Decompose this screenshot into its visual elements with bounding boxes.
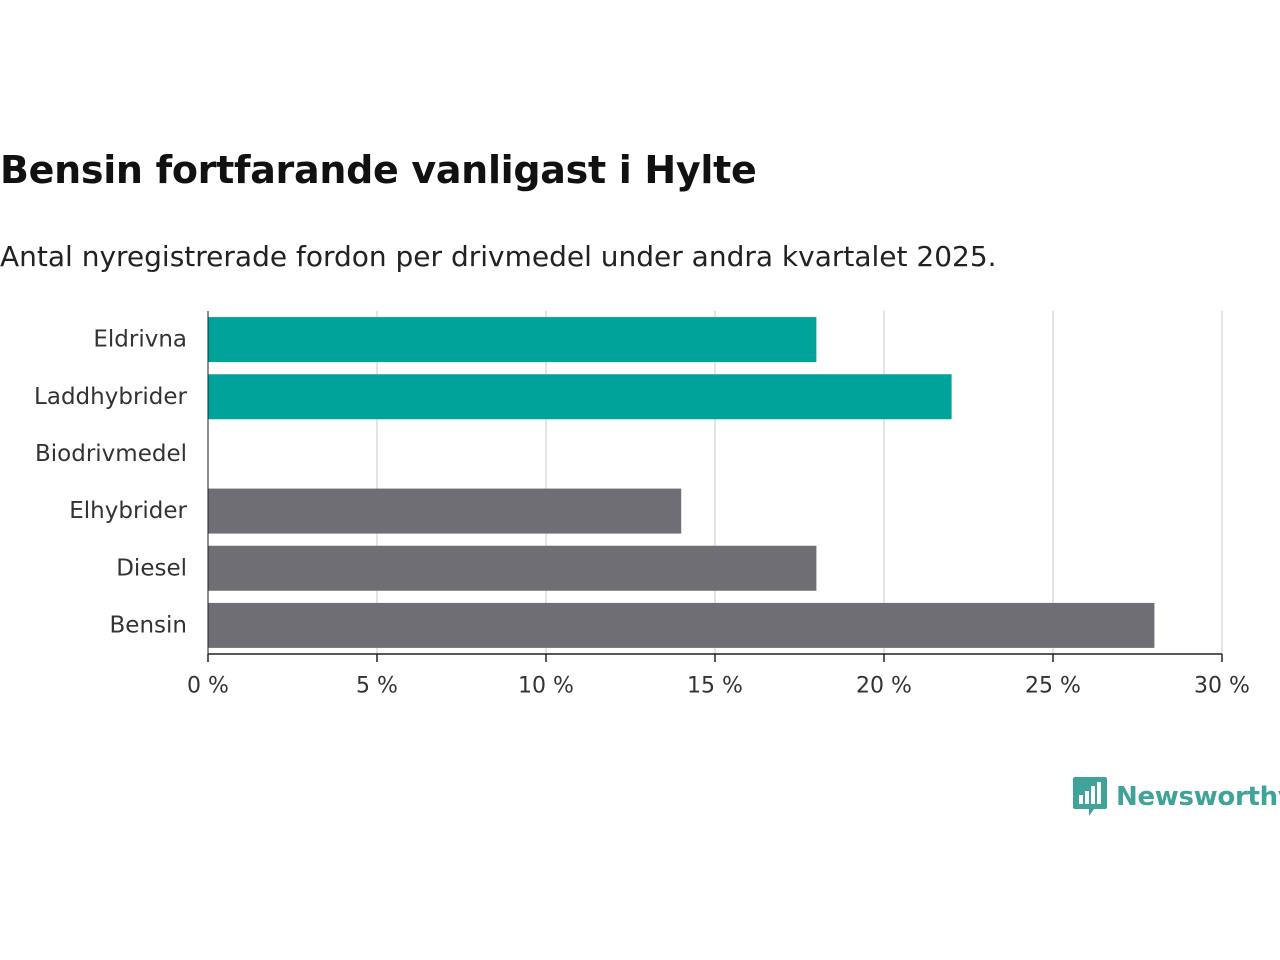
category-labels: Eldrivna Laddhybrider Biodrivmedel Elhybrid…	[34, 327, 187, 639]
x-tick-label: 30 %	[1194, 674, 1250, 699]
x-tick-label: 5 %	[356, 674, 398, 699]
category-label: Diesel	[116, 555, 187, 581]
x-tick-label: 20 %	[856, 674, 912, 699]
gridlines	[376, 311, 1223, 654]
category-label: Eldrivna	[93, 327, 187, 353]
x-tick-label: 15 %	[687, 674, 743, 699]
bar-diesel	[208, 545, 817, 591]
bar-chart-logo-icon	[1073, 777, 1107, 816]
bar-bensin	[208, 602, 1155, 648]
x-tick-label: 0 %	[187, 674, 229, 699]
chart-title: Bensin fortfarande vanligast i Hylte	[0, 148, 757, 192]
category-label: Biodrivmedel	[35, 441, 187, 467]
bar-eldrivna	[208, 317, 817, 363]
x-tick-label: 10 %	[518, 674, 574, 699]
x-axis: 0 % 5 % 10 % 15 % 20 % 25 % 30 %	[187, 653, 1250, 699]
bars	[207, 311, 1155, 654]
category-label: Laddhybrider	[34, 384, 187, 410]
x-tick-label: 25 %	[1025, 674, 1081, 699]
brand-name: Newsworthy	[1116, 782, 1280, 812]
chart-subtitle: Antal nyregistrerade fordon per drivmede…	[0, 240, 997, 273]
bar-laddhybrider	[208, 374, 952, 420]
newsworthy-logo: Newsworthy	[1072, 776, 1280, 818]
category-label: Bensin	[110, 612, 187, 638]
bar-elhybrider	[208, 488, 682, 534]
category-label: Elhybrider	[69, 498, 187, 524]
